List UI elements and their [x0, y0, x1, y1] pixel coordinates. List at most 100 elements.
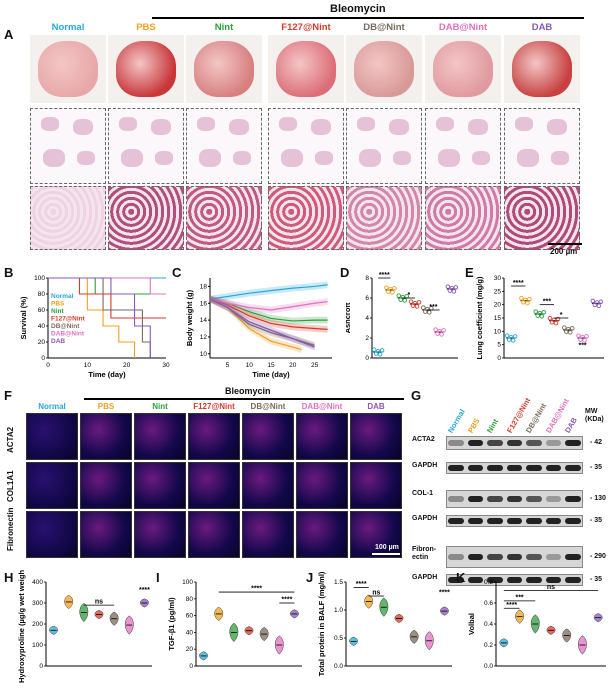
if-image-0-3 — [188, 413, 240, 460]
histo-overview-0 — [30, 108, 106, 184]
tissue-section — [311, 119, 331, 135]
panel-label-i: I — [156, 570, 160, 585]
if-group-header-0: Normal — [38, 402, 66, 411]
wb-band — [487, 577, 503, 583]
if-image-2-1 — [80, 511, 132, 558]
tgf-beta-chart: 0 20 40 60 80 100 TGF-β1 (pg/ml) **** **** — [167, 579, 302, 670]
wb-band — [467, 518, 483, 524]
histo-overview-4 — [346, 108, 422, 184]
data-point — [527, 296, 532, 302]
data-point — [510, 338, 516, 343]
if-image-1-0 — [26, 462, 78, 509]
if-group-header-5: DAB@Nint — [301, 402, 343, 411]
sig-label: **** — [506, 602, 517, 609]
tissue-section — [155, 151, 173, 165]
wb-band — [487, 465, 503, 471]
x-tick-label: 30 — [162, 362, 170, 369]
wb-band — [467, 496, 483, 502]
panel-label-a: A — [4, 27, 14, 42]
y-tick-label: 0 — [365, 355, 369, 362]
y-tick-label: 0.8 — [484, 579, 493, 586]
data-point — [533, 309, 538, 314]
if-image-1-2 — [134, 462, 186, 509]
data-point — [396, 293, 401, 298]
weight-line-DAB — [209, 298, 315, 348]
data-point — [377, 352, 383, 357]
y-tick-label: 100 — [34, 275, 45, 282]
wb-band — [545, 518, 561, 524]
legend-entry: F127@Nint — [51, 316, 86, 323]
legend-entry: Normal — [51, 293, 74, 300]
y-tick-label: 200 — [32, 621, 43, 628]
data-point — [576, 333, 581, 338]
sig-label: ns — [95, 599, 103, 606]
panel-label-k: K — [456, 570, 466, 585]
data-point — [408, 299, 414, 304]
data-point — [414, 304, 420, 309]
lung-tissue-3 — [276, 41, 336, 97]
sig-label: **** — [439, 590, 450, 597]
wb-band — [545, 496, 561, 502]
tissue-section — [199, 149, 221, 167]
x-tick-label: 20 — [123, 362, 131, 369]
tissue-section — [359, 149, 381, 167]
y-tick-label: 12 — [200, 334, 208, 341]
if-group-header-6: DAB — [367, 402, 385, 411]
lung-photo-4 — [346, 35, 422, 103]
sig-label: * — [407, 292, 410, 299]
data-point — [539, 314, 544, 319]
if-image-2-3 — [188, 511, 240, 558]
panel-label-e: E — [465, 265, 474, 280]
histo-zoom-4 — [346, 186, 422, 250]
lung-photo-2 — [186, 35, 262, 103]
data-point — [412, 300, 418, 306]
b-x-label: Time (day) — [88, 370, 126, 379]
panel-label-f: F — [4, 388, 12, 403]
data-point — [525, 300, 530, 306]
y-tick-label: 0.6 — [484, 600, 493, 607]
wb-mw-4: - 290 — [590, 553, 606, 560]
y-tick-label: 0.4 — [484, 621, 493, 628]
sig-label: ns — [372, 590, 380, 597]
data-point — [580, 334, 585, 340]
data-point — [445, 284, 451, 289]
panel-label-d: D — [340, 265, 350, 280]
wb-band — [545, 465, 561, 471]
data-point — [568, 330, 573, 335]
y-tick-label: 6 — [365, 295, 369, 302]
x-tick-label: 25 — [311, 362, 319, 369]
tissue-section — [121, 149, 143, 167]
data-point — [537, 310, 542, 316]
y-tick-label: 20 — [38, 339, 46, 346]
lung-tissue-0 — [38, 41, 98, 97]
wb-band — [467, 577, 483, 583]
legend-entry: DB@Nint — [51, 323, 80, 330]
group-header-4: DB@Nint — [363, 22, 405, 33]
mw-header: MW (KDa) — [585, 408, 604, 423]
survival-curve-PBS — [48, 277, 136, 358]
c-y-label: Body weight (g) — [185, 289, 194, 346]
data-point — [392, 286, 397, 291]
survival-chart: 0 20 40 60 80 100 Survival (%) 0 10 20 30 Time (day… — [19, 275, 170, 379]
wb-mw-0: - 42 — [590, 439, 603, 446]
k-y-label: Volbal — [467, 613, 476, 635]
lung-tissue-4 — [354, 41, 414, 97]
wb-band — [506, 518, 522, 524]
data-point — [596, 303, 602, 308]
wb-band — [565, 577, 581, 583]
data-point — [384, 285, 389, 290]
x-tick-label: 20 — [289, 362, 297, 369]
y-tick-label: 0 — [189, 663, 193, 670]
wb-mw-2: - 130 — [590, 495, 606, 502]
if-image-1-3 — [188, 462, 240, 509]
tissue-section — [389, 119, 409, 135]
lung-photo-5 — [425, 35, 501, 103]
if-image-2-2 — [134, 511, 186, 558]
y-tick-label: 0.2 — [484, 642, 493, 649]
histo-overview-2 — [186, 108, 262, 184]
if-image-2-0 — [26, 511, 78, 558]
scale-bar-label-a: 200 µm — [550, 247, 578, 256]
tissue-section — [393, 151, 411, 165]
